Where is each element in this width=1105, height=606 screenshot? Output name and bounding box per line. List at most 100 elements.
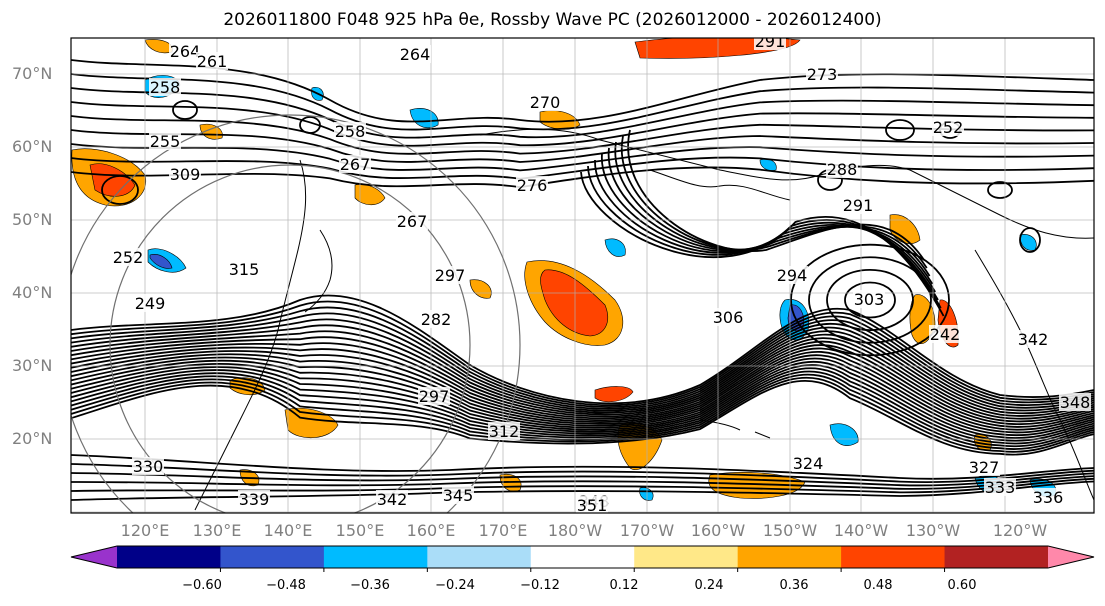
theta-e-contour-line: [71, 472, 1094, 487]
colorbar-segment: [944, 546, 1049, 568]
colorbar-tick: 0.24: [694, 578, 724, 593]
colorbar-segment: [841, 546, 946, 568]
contour-label-background: [516, 176, 548, 194]
contour-label-background: [396, 212, 428, 230]
theta-e-contour-line: [71, 454, 1094, 480]
contour-label-background: [420, 310, 452, 328]
contour-label-background: [1059, 393, 1091, 411]
theta-e-contour-line: [71, 463, 1094, 483]
lon-label-180w: 180°W: [547, 521, 603, 540]
contour-label-background: [334, 122, 366, 140]
colorbar-segment: [117, 546, 221, 568]
contour-label: 264: [400, 45, 431, 64]
contour-label: 258: [150, 78, 181, 97]
colorbar-segment: [530, 546, 635, 568]
theta-e-contour-line: [71, 350, 1094, 431]
theta-e-contour-line: [987, 181, 1013, 199]
lon-label-130w: 130°W: [905, 521, 961, 540]
lon-label-150w: 150°W: [762, 521, 818, 540]
contour-label-background: [529, 93, 561, 111]
theta-e-contour-line: [1019, 227, 1041, 253]
contour-label-background: [842, 196, 874, 214]
theta-e-contour-line: [71, 361, 1094, 439]
contour-label: 327: [969, 458, 1000, 477]
lat-label-50n: 50°N: [12, 210, 53, 229]
theta-e-contour-line: [71, 129, 1094, 163]
contour-label: 264: [170, 42, 201, 61]
contour-label-background: [399, 45, 431, 63]
contour-label: 282: [421, 310, 452, 329]
contour-label: 270: [530, 93, 561, 112]
contour-label: 297: [419, 387, 450, 406]
colorbar-outline: [70, 545, 1095, 569]
colorbar-tick: −0.24: [435, 578, 475, 593]
theta-e-contour-line: [844, 281, 896, 319]
theta-e-contour-line: [790, 243, 950, 357]
colorbar-tick: 0.36: [779, 578, 809, 593]
theta-e-contour-line: [172, 100, 198, 120]
theta-e-contour-line: [71, 340, 1094, 423]
theta-e-contour-line: [71, 87, 1094, 139]
theta-e-contour-line: [71, 367, 1094, 445]
contour-label: 351: [577, 496, 608, 515]
contour-label-background: [792, 454, 824, 472]
contour-label-background: [418, 387, 450, 405]
theta-e-contour-line: [71, 333, 1094, 418]
theta-e-contour-line: [620, 135, 928, 269]
contour-label-layer: 2642612582552522672642732702582672762882…: [112, 32, 1091, 515]
colorbar-segment: [737, 546, 842, 568]
contour-label: 339: [239, 490, 270, 509]
contour-label-background: [442, 486, 474, 504]
contour-label-background: [132, 457, 164, 475]
colorbar-tick: 0.12: [609, 578, 639, 593]
contour-label: 315: [229, 260, 260, 279]
contour-label: 252: [113, 248, 144, 267]
contour-label: 342: [377, 490, 408, 509]
contour-label-background: [754, 38, 786, 50]
contour-label: 297: [435, 266, 466, 285]
contour-label: 336: [1033, 488, 1064, 507]
lon-label-170w: 170°W: [619, 521, 675, 540]
contour-label: 291: [755, 32, 786, 51]
colorbar-tick: 0.48: [863, 578, 893, 593]
lat-label-60n: 60°N: [12, 137, 53, 156]
contour-label-background: [376, 490, 408, 508]
lat-label-70n: 70°N: [12, 64, 53, 83]
contour-label: 330: [133, 457, 164, 476]
contour-label-background: [196, 52, 228, 70]
contour-label-background: [932, 118, 964, 136]
colorbar-extend-max: [1048, 546, 1094, 568]
lat-label-30n: 30°N: [12, 356, 53, 375]
map-plot-area: 2642612582552522672642732702582672762882…: [71, 32, 1094, 515]
theta-e-contour-line: [71, 115, 1094, 155]
lon-label-140e: 140°E: [263, 521, 313, 540]
contour-label: 276: [517, 176, 548, 195]
contour-label-background: [169, 165, 201, 183]
colorbar: [70, 545, 1095, 572]
contour-label: 242: [930, 325, 961, 344]
contour-label: 291: [843, 196, 874, 215]
contour-label: 267: [397, 212, 428, 231]
theta-e-contour-line: [817, 169, 843, 191]
contour-label: 258: [335, 122, 366, 141]
colorbar-segment: [427, 546, 532, 568]
lat-label-20n: 20°N: [12, 429, 53, 448]
theta-e-contour-line: [71, 364, 1094, 442]
theta-e-contour-line: [71, 306, 1094, 408]
lat-label-40n: 40°N: [12, 283, 53, 302]
theta-e-contour-line: [71, 143, 1094, 172]
contour-label-background: [576, 496, 608, 513]
lon-label-120w: 120°W: [992, 521, 1048, 540]
coastlines: [194, 128, 1094, 511]
colorbar-tick: −0.36: [350, 578, 390, 593]
contour-label: 312: [489, 422, 520, 441]
lon-label-120e: 120°E: [120, 521, 170, 540]
theta-e-contour-line: [71, 101, 1094, 147]
theta-e-contour-line: [299, 116, 321, 134]
contour-label: 342: [1018, 330, 1049, 349]
contour-label: 348: [1060, 393, 1091, 412]
contour-label-background: [149, 132, 181, 150]
contour-label: 249: [135, 294, 166, 313]
colorbar-segment: [220, 546, 325, 568]
